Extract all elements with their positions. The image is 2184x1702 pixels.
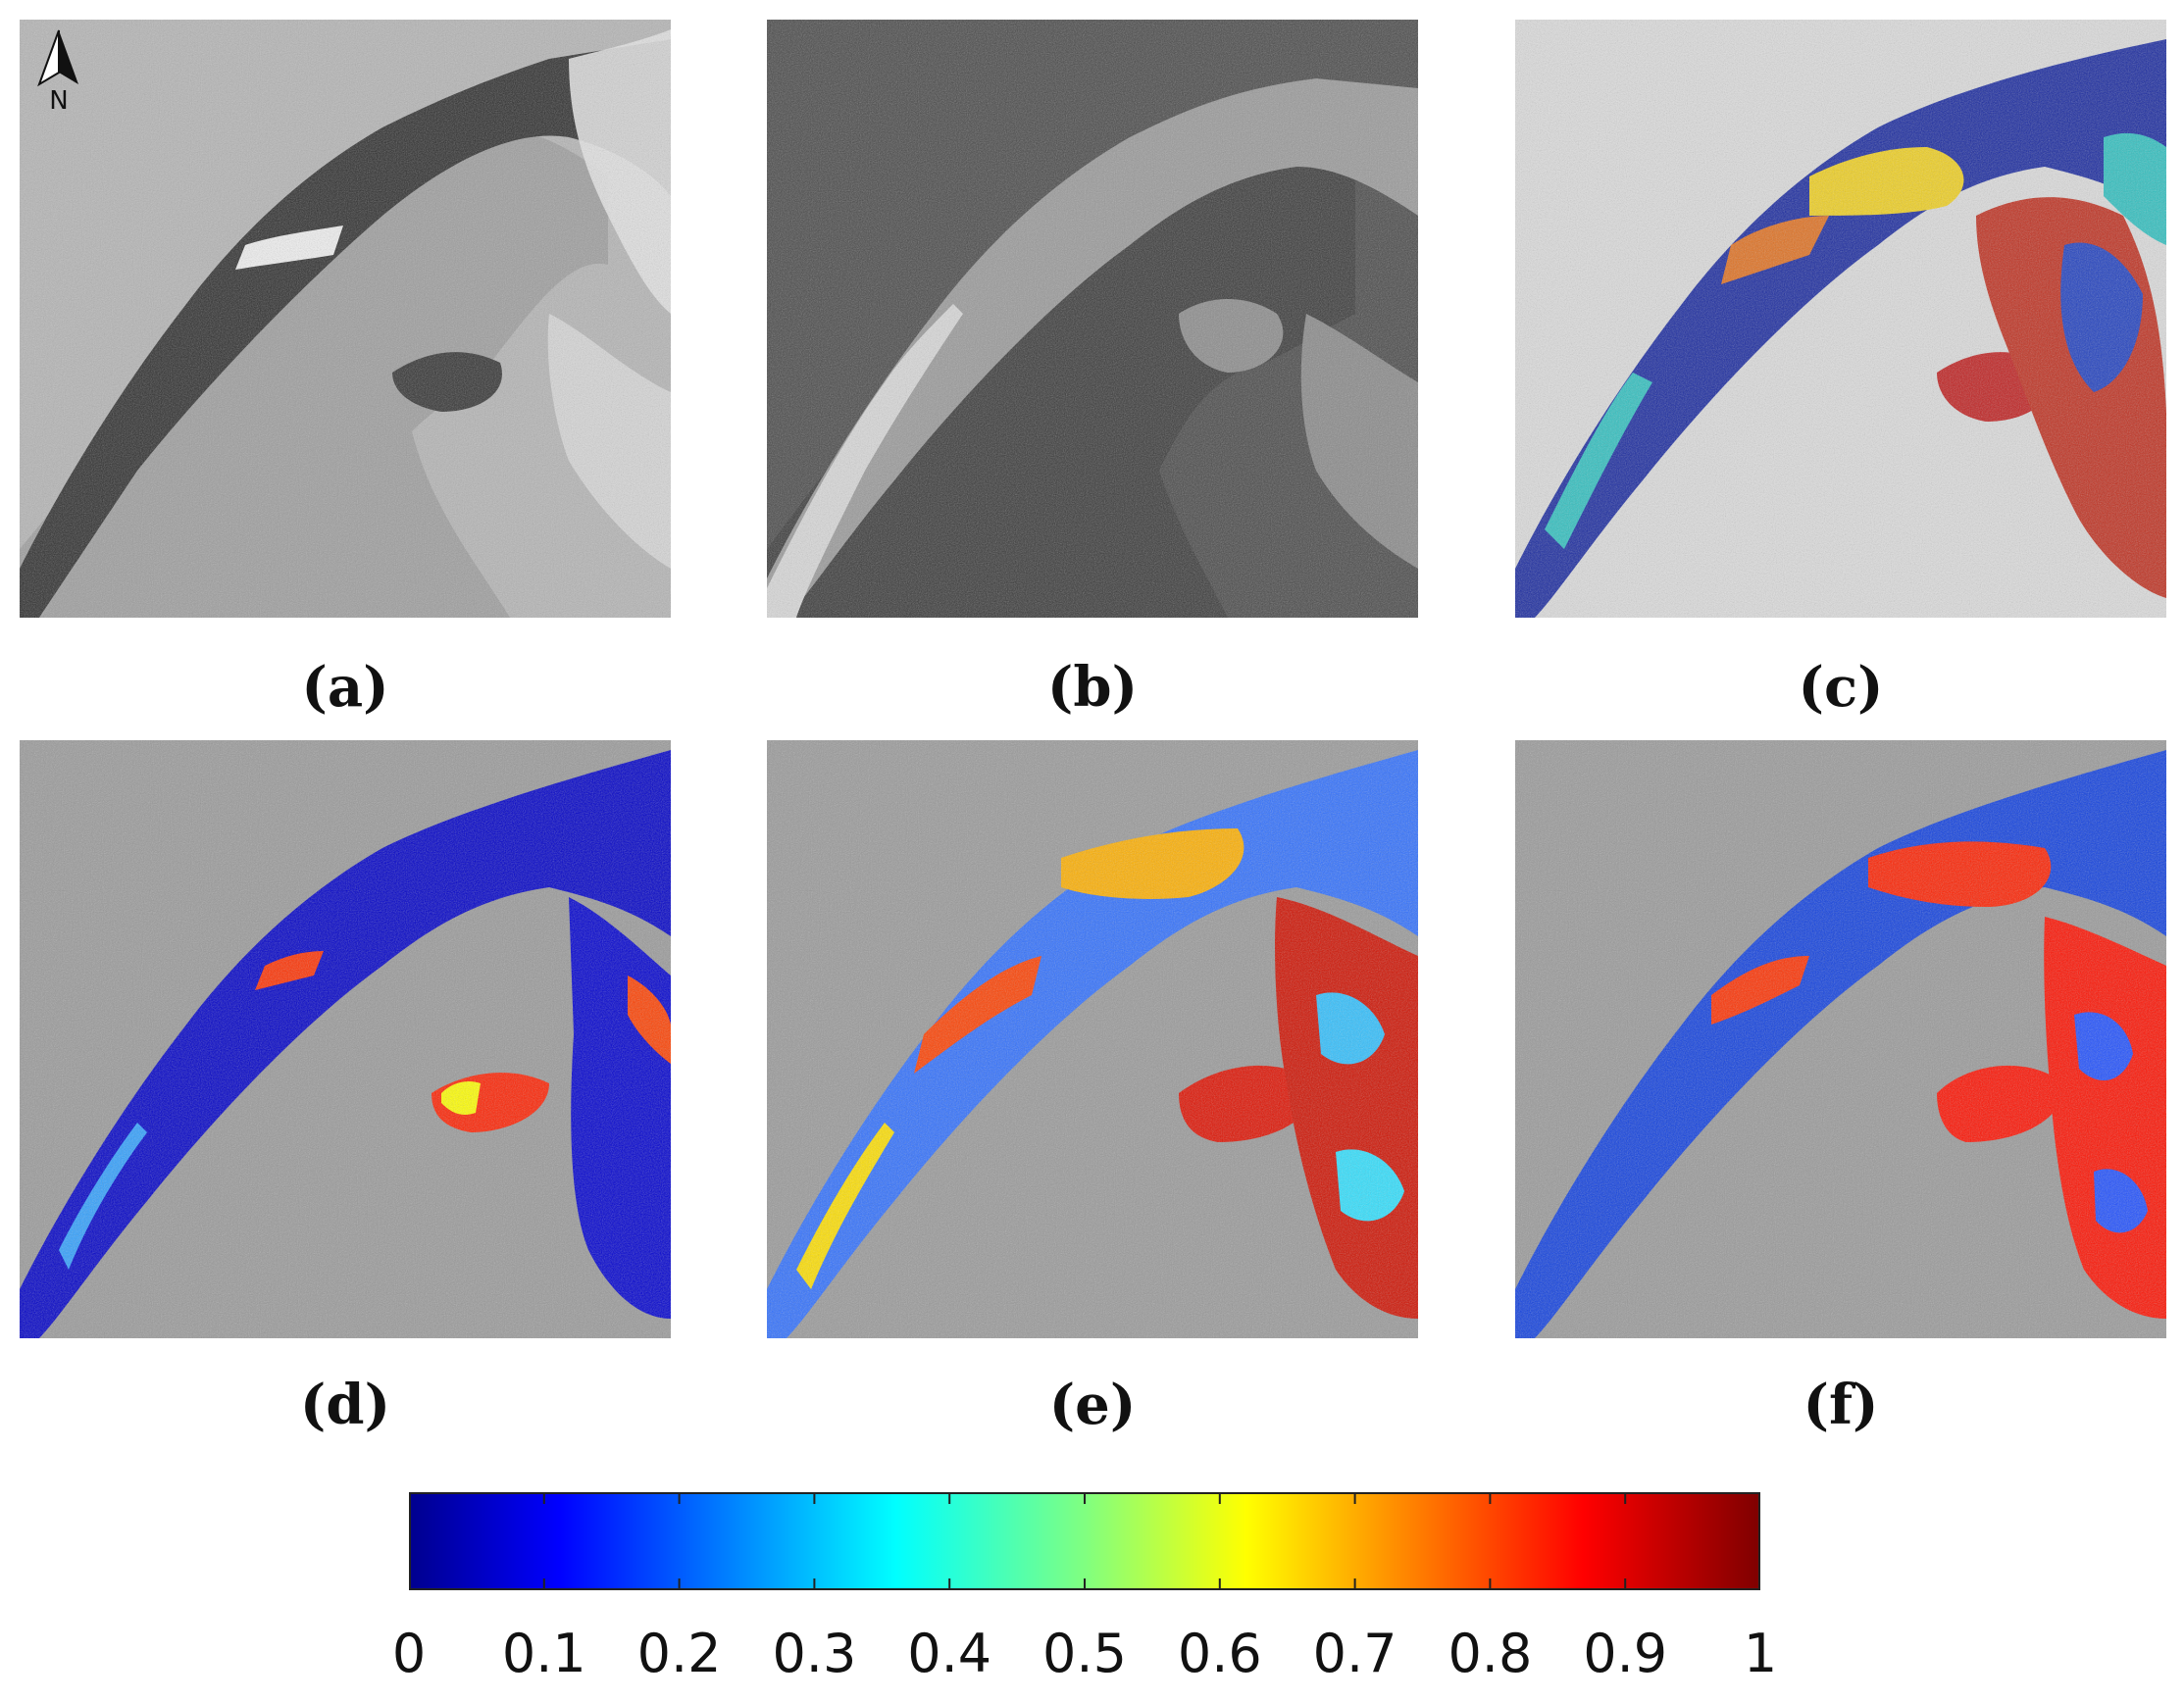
colorbar-tick-label: 0.1	[501, 1623, 586, 1684]
panel-c-classification-overlay	[1515, 20, 2166, 618]
colorbar-tick-label: 0.4	[907, 1623, 992, 1684]
panel-e-ice-concentration-map	[767, 740, 1418, 1338]
colorbar-tick-label: 0.2	[636, 1623, 722, 1684]
colorbar-tick-label: 0.7	[1312, 1623, 1397, 1684]
panel-a-optical-image: N	[20, 20, 671, 618]
colorbar-tick-label: 0.3	[772, 1623, 857, 1684]
panel-f-label: (f)	[1803, 1373, 1879, 1437]
colorbar-tick-label: 0.5	[1042, 1623, 1127, 1684]
panel-b-label: (b)	[1046, 655, 1139, 720]
panel-d-label: (d)	[299, 1373, 391, 1437]
colorbar-tick-label: 0.6	[1177, 1623, 1262, 1684]
panel-b-sar-image	[767, 20, 1418, 618]
colorbar-tick-label: 1	[1743, 1623, 1778, 1684]
north-arrow-letter: N	[49, 86, 69, 116]
colorbar-ticks	[542, 1492, 1627, 1590]
colorbar-tick-label: 0.8	[1448, 1623, 1533, 1684]
panel-e-label: (e)	[1048, 1373, 1137, 1437]
panel-f-ice-concentration-map	[1515, 740, 2166, 1338]
north-arrow-icon: N	[29, 25, 88, 116]
panel-a-label: (a)	[301, 655, 389, 720]
panel-c-label: (c)	[1798, 655, 1884, 720]
colorbar-tick-label: 0.9	[1583, 1623, 1668, 1684]
panel-d-ice-concentration-map	[20, 740, 671, 1338]
colorbar-tick-label: 0	[391, 1623, 427, 1684]
